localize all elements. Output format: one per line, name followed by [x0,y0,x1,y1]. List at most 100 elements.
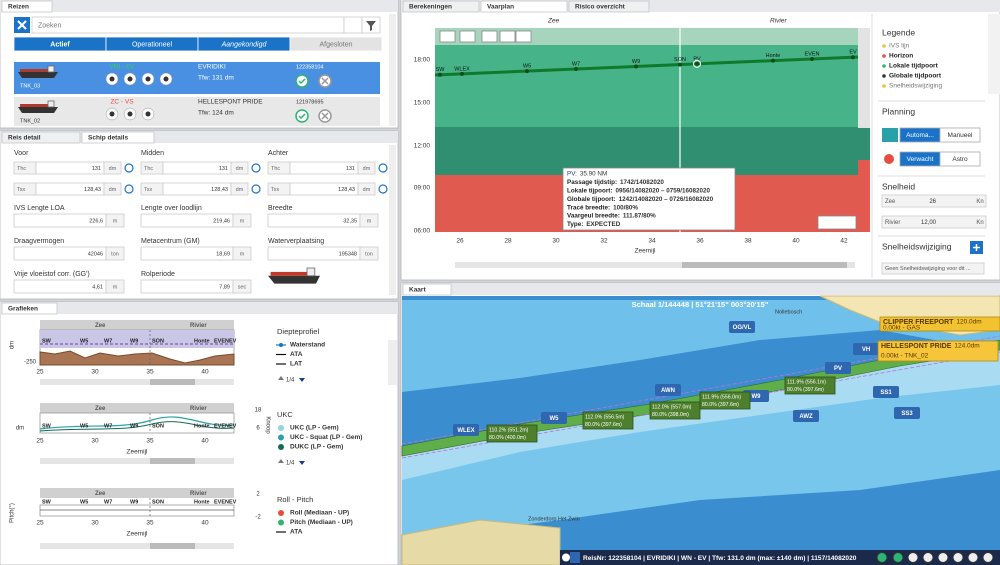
scroll-thumb[interactable] [150,379,195,385]
marker-label[interactable]: OG/VL [733,325,752,331]
map-marker[interactable] [655,384,681,396]
tab-label[interactable]: Vaarplan [487,4,514,11]
map-marker[interactable] [873,386,899,398]
ship-deck [270,271,310,276]
toolbar-button[interactable] [499,30,516,43]
scrollbar[interactable] [40,379,234,385]
toggle-label[interactable]: Automa... [906,132,934,139]
map-marker[interactable] [793,410,819,422]
marker-label[interactable]: SS1 [880,390,892,396]
input-value: 131 [219,166,228,172]
speed-value: 26 [929,199,936,205]
status-icon[interactable] [982,552,994,563]
icon[interactable] [378,163,388,173]
tab-label[interactable]: Berekeningen [409,4,452,11]
tab-label[interactable]: Kaart [409,287,426,294]
status-icon[interactable] [952,552,964,563]
toolbar-button[interactable] [481,30,498,43]
marker-label[interactable]: VH [862,347,870,353]
y-axis-title: Pitch(°) [10,503,16,523]
scrollbar[interactable] [40,543,234,549]
toggle-label[interactable]: Manueel [948,132,973,139]
close-button[interactable] [570,552,580,563]
tab[interactable] [1,302,58,315]
tab[interactable] [1,0,53,13]
status-icon[interactable] [967,552,979,563]
filter-label[interactable]: Actief [50,41,70,48]
tab[interactable] [1,131,81,144]
map-marker[interactable] [453,424,479,436]
marker-label[interactable]: PV [834,366,842,372]
map-marker[interactable] [541,412,567,424]
marker-label[interactable]: WLEX [457,428,474,434]
tab-label[interactable]: Risico overzicht [575,4,626,11]
icon[interactable] [251,184,261,194]
toggle-button[interactable] [939,127,981,143]
toggle-label[interactable]: Astro [952,156,968,163]
tab-label[interactable]: Grafieken [8,306,38,313]
tab[interactable] [402,0,480,13]
tab[interactable] [402,283,452,296]
marker-label[interactable]: SS3 [901,411,913,417]
waypoint-dot [460,71,464,76]
tab-label[interactable]: Reizen [8,4,29,11]
tooltip-label: Tracé breedte: [567,204,610,211]
search-input[interactable] [31,16,345,34]
toggle-button[interactable] [939,151,981,167]
filter-label[interactable]: Aangekondigd [221,41,268,48]
tab[interactable] [480,0,568,13]
icon[interactable] [124,184,134,194]
toggle-label[interactable]: Verwacht [907,156,934,163]
ship-name: HELLESPONT PRIDE [881,343,952,350]
tab[interactable] [81,131,155,144]
map-marker[interactable] [825,362,851,374]
map-marker[interactable] [853,343,879,355]
section-title: Planning [882,106,915,116]
x-tick-label: 40 [201,369,209,376]
icon[interactable] [251,163,261,173]
ship-label[interactable] [879,316,1000,332]
speed-input[interactable] [881,215,987,229]
marker-label[interactable]: AWN [661,388,675,394]
filter-label[interactable]: Afgesloten [319,41,352,48]
scrollbar[interactable] [455,262,855,268]
scrollbar[interactable] [40,458,234,464]
tooltip-label: Passage tijdstip: [567,179,617,186]
waypoint-label: SW [42,499,52,505]
filter-label[interactable]: Operationeel [132,41,173,48]
x-tick-label: 38 [744,238,752,245]
filter-tab[interactable] [289,36,383,52]
icon[interactable] [378,184,388,194]
status-icon[interactable] [937,552,949,563]
map-marker[interactable] [894,407,920,419]
status-icon[interactable] [922,552,934,563]
sort-button[interactable] [343,16,363,34]
tab[interactable] [568,0,650,13]
speed-input[interactable] [881,194,987,208]
icon-button[interactable] [882,128,898,142]
tab-label[interactable]: Schip details [88,135,128,142]
legend-item: LAT [290,361,302,368]
toolbar-button[interactable] [459,30,476,43]
toolbar-button[interactable] [515,30,532,43]
scroll-thumb[interactable] [150,543,195,549]
status-icon[interactable] [876,552,888,563]
status-icon[interactable] [907,552,919,563]
map-marker[interactable] [729,321,755,333]
toolbar-button[interactable] [439,30,456,43]
icon [127,111,133,117]
zone-label: Zee [95,323,106,329]
status-icon[interactable] [892,552,904,563]
scroll-thumb[interactable] [682,262,847,268]
marker-label[interactable]: W9 [752,394,762,400]
marker-label[interactable]: AWZ [799,414,813,420]
voyage-card[interactable] [14,97,380,126]
legend-item: Horizon [889,53,913,60]
zoom-controls[interactable] [817,215,857,230]
tab-label[interactable]: Reis detail [8,135,41,142]
waypoint-label: W7 [572,61,580,67]
scroll-thumb[interactable] [150,458,195,464]
ship-label[interactable] [877,340,999,362]
marker-label[interactable]: W5 [550,416,560,422]
icon[interactable] [124,163,134,173]
